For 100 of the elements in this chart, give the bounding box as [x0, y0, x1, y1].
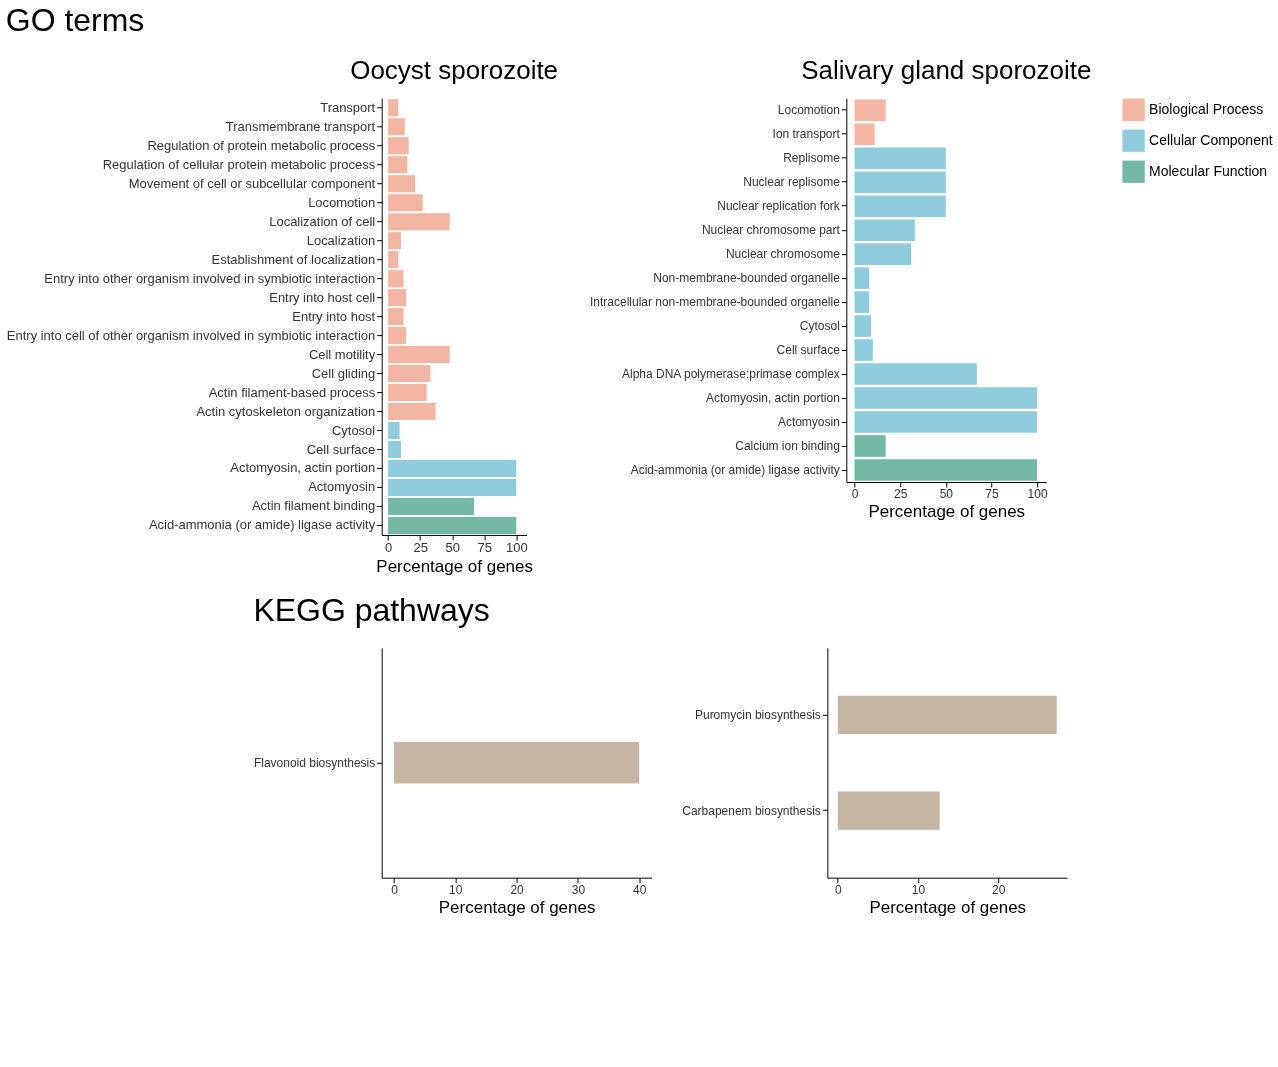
x-tick-label: 10 [449, 883, 463, 898]
bar [388, 213, 450, 231]
bar [388, 327, 407, 345]
y-tick-label: Acid-ammonia (or amide) ligase activity [148, 517, 376, 533]
x-tick-label: 0 [851, 487, 859, 502]
bar [388, 289, 407, 307]
bar [388, 516, 517, 534]
y-tick-label: Non-membrane-bounded organelle [653, 271, 841, 286]
x-tick-label: 40 [633, 883, 647, 898]
y-tick-label: Establishment of localization [211, 251, 376, 267]
bar [854, 459, 1038, 481]
y-tick-label: Locomotion [308, 194, 376, 210]
x-axis-title: Percentage of genes [376, 557, 533, 577]
bar [388, 270, 404, 288]
y-tick-label: Transport [320, 99, 376, 115]
bar [854, 291, 870, 313]
bar [388, 156, 408, 174]
x-tick-label: 25 [894, 487, 908, 502]
y-tick-label: Actin filament binding [251, 498, 376, 514]
bar [854, 315, 871, 337]
x-tick-label: 25 [413, 540, 428, 556]
bar [388, 251, 399, 269]
bar [388, 440, 401, 459]
x-axis-title: Percentage of genes [438, 898, 596, 918]
y-tick-label: Actomyosin [777, 415, 840, 430]
y-tick-label: Cell gliding [311, 365, 376, 381]
y-tick-label: Nuclear replication fork [717, 199, 841, 214]
y-tick-label: Actomyosin, actin portion [705, 391, 840, 406]
x-tick-label: 75 [477, 540, 492, 556]
x-tick-label: 20 [992, 883, 1006, 898]
bar [854, 99, 886, 122]
y-tick-label: Locomotion [777, 103, 840, 118]
bar [388, 384, 427, 402]
y-tick-label: Ion transport [772, 127, 841, 142]
bar [388, 497, 475, 516]
y-tick-label: Replisome [783, 151, 841, 166]
bar [388, 232, 401, 250]
bar [388, 346, 450, 364]
text: GO terms [5, 2, 145, 39]
x-tick-label: 10 [911, 883, 926, 898]
y-tick-label: Intracellular non-membrane-bounded organelle [590, 295, 841, 310]
x-tick-label: 50 [445, 540, 460, 556]
y-tick-label: Cytosol [799, 319, 840, 334]
bar [388, 308, 404, 326]
bar [388, 478, 517, 497]
chart-title: Salivary gland sporozoite [801, 55, 1092, 86]
bar [854, 171, 946, 194]
y-tick-label: Cell surface [776, 343, 841, 358]
bar [388, 421, 400, 440]
x-axis-title: Percentage of genes [868, 502, 1026, 522]
bar [388, 194, 423, 212]
y-tick-label: Entry into host cell [269, 289, 376, 305]
bar [854, 219, 915, 241]
bar [854, 243, 912, 265]
x-tick-label: 100 [506, 540, 528, 556]
y-tick-label: Carbapenem biosynthesis [682, 803, 821, 818]
text: KEGG pathways [253, 591, 490, 628]
y-tick-label: Cytosol [331, 422, 376, 438]
y-tick-label: Nuclear replisome [743, 175, 841, 190]
y-tick-label: Localization [306, 232, 376, 248]
legend-label: Molecular Function [1149, 162, 1268, 179]
bar [388, 175, 416, 193]
y-tick-label: Entry into host [292, 308, 376, 324]
x-axis-title: Percentage of genes [869, 898, 1027, 918]
y-tick-label: Transmembrane transport [225, 118, 376, 134]
y-tick-label: Cell surface [306, 441, 376, 457]
bar [854, 387, 1038, 409]
bar [854, 195, 946, 217]
bar [388, 459, 517, 478]
bar [854, 411, 1038, 433]
y-tick-label: Puromycin biosynthesis [694, 707, 821, 722]
bar [854, 363, 977, 385]
x-tick-label: 0 [391, 883, 399, 898]
x-tick-label: 30 [571, 883, 586, 898]
y-tick-label: Movement of cell or subcellular component [128, 175, 376, 191]
y-tick-label: Localization of cell [269, 213, 376, 229]
x-tick-label: 0 [385, 540, 393, 556]
y-tick-label: Cell motility [308, 346, 376, 362]
bar [854, 435, 886, 457]
y-tick-label: Alpha DNA polymerase:primase complex [622, 367, 840, 382]
x-tick-label: 0 [834, 883, 842, 898]
chart-title: Oocyst sporozoite [350, 55, 559, 86]
legend-label: Biological Process [1149, 100, 1264, 117]
bar [854, 123, 875, 146]
y-tick-label: Actomyosin [308, 479, 376, 495]
bar [388, 137, 409, 155]
x-tick-label: 75 [985, 487, 999, 502]
y-tick-label: Flavonoid biosynthesis [253, 755, 376, 770]
bar [854, 267, 870, 289]
x-tick-label: 100 [1027, 487, 1048, 502]
x-tick-label: 50 [939, 487, 954, 502]
bar [388, 365, 431, 383]
bar [854, 147, 946, 170]
y-tick-label: Nuclear chromosome [725, 247, 841, 262]
y-tick-label: Regulation of cellular protein metabolic process [102, 156, 376, 172]
x-tick-label: 20 [510, 883, 525, 898]
y-tick-label: Actomyosin, actin portion [230, 460, 376, 476]
legend-label: Cellular Component [1149, 131, 1273, 148]
bar [854, 339, 873, 361]
y-tick-label: Nuclear chromosome part [701, 223, 841, 238]
